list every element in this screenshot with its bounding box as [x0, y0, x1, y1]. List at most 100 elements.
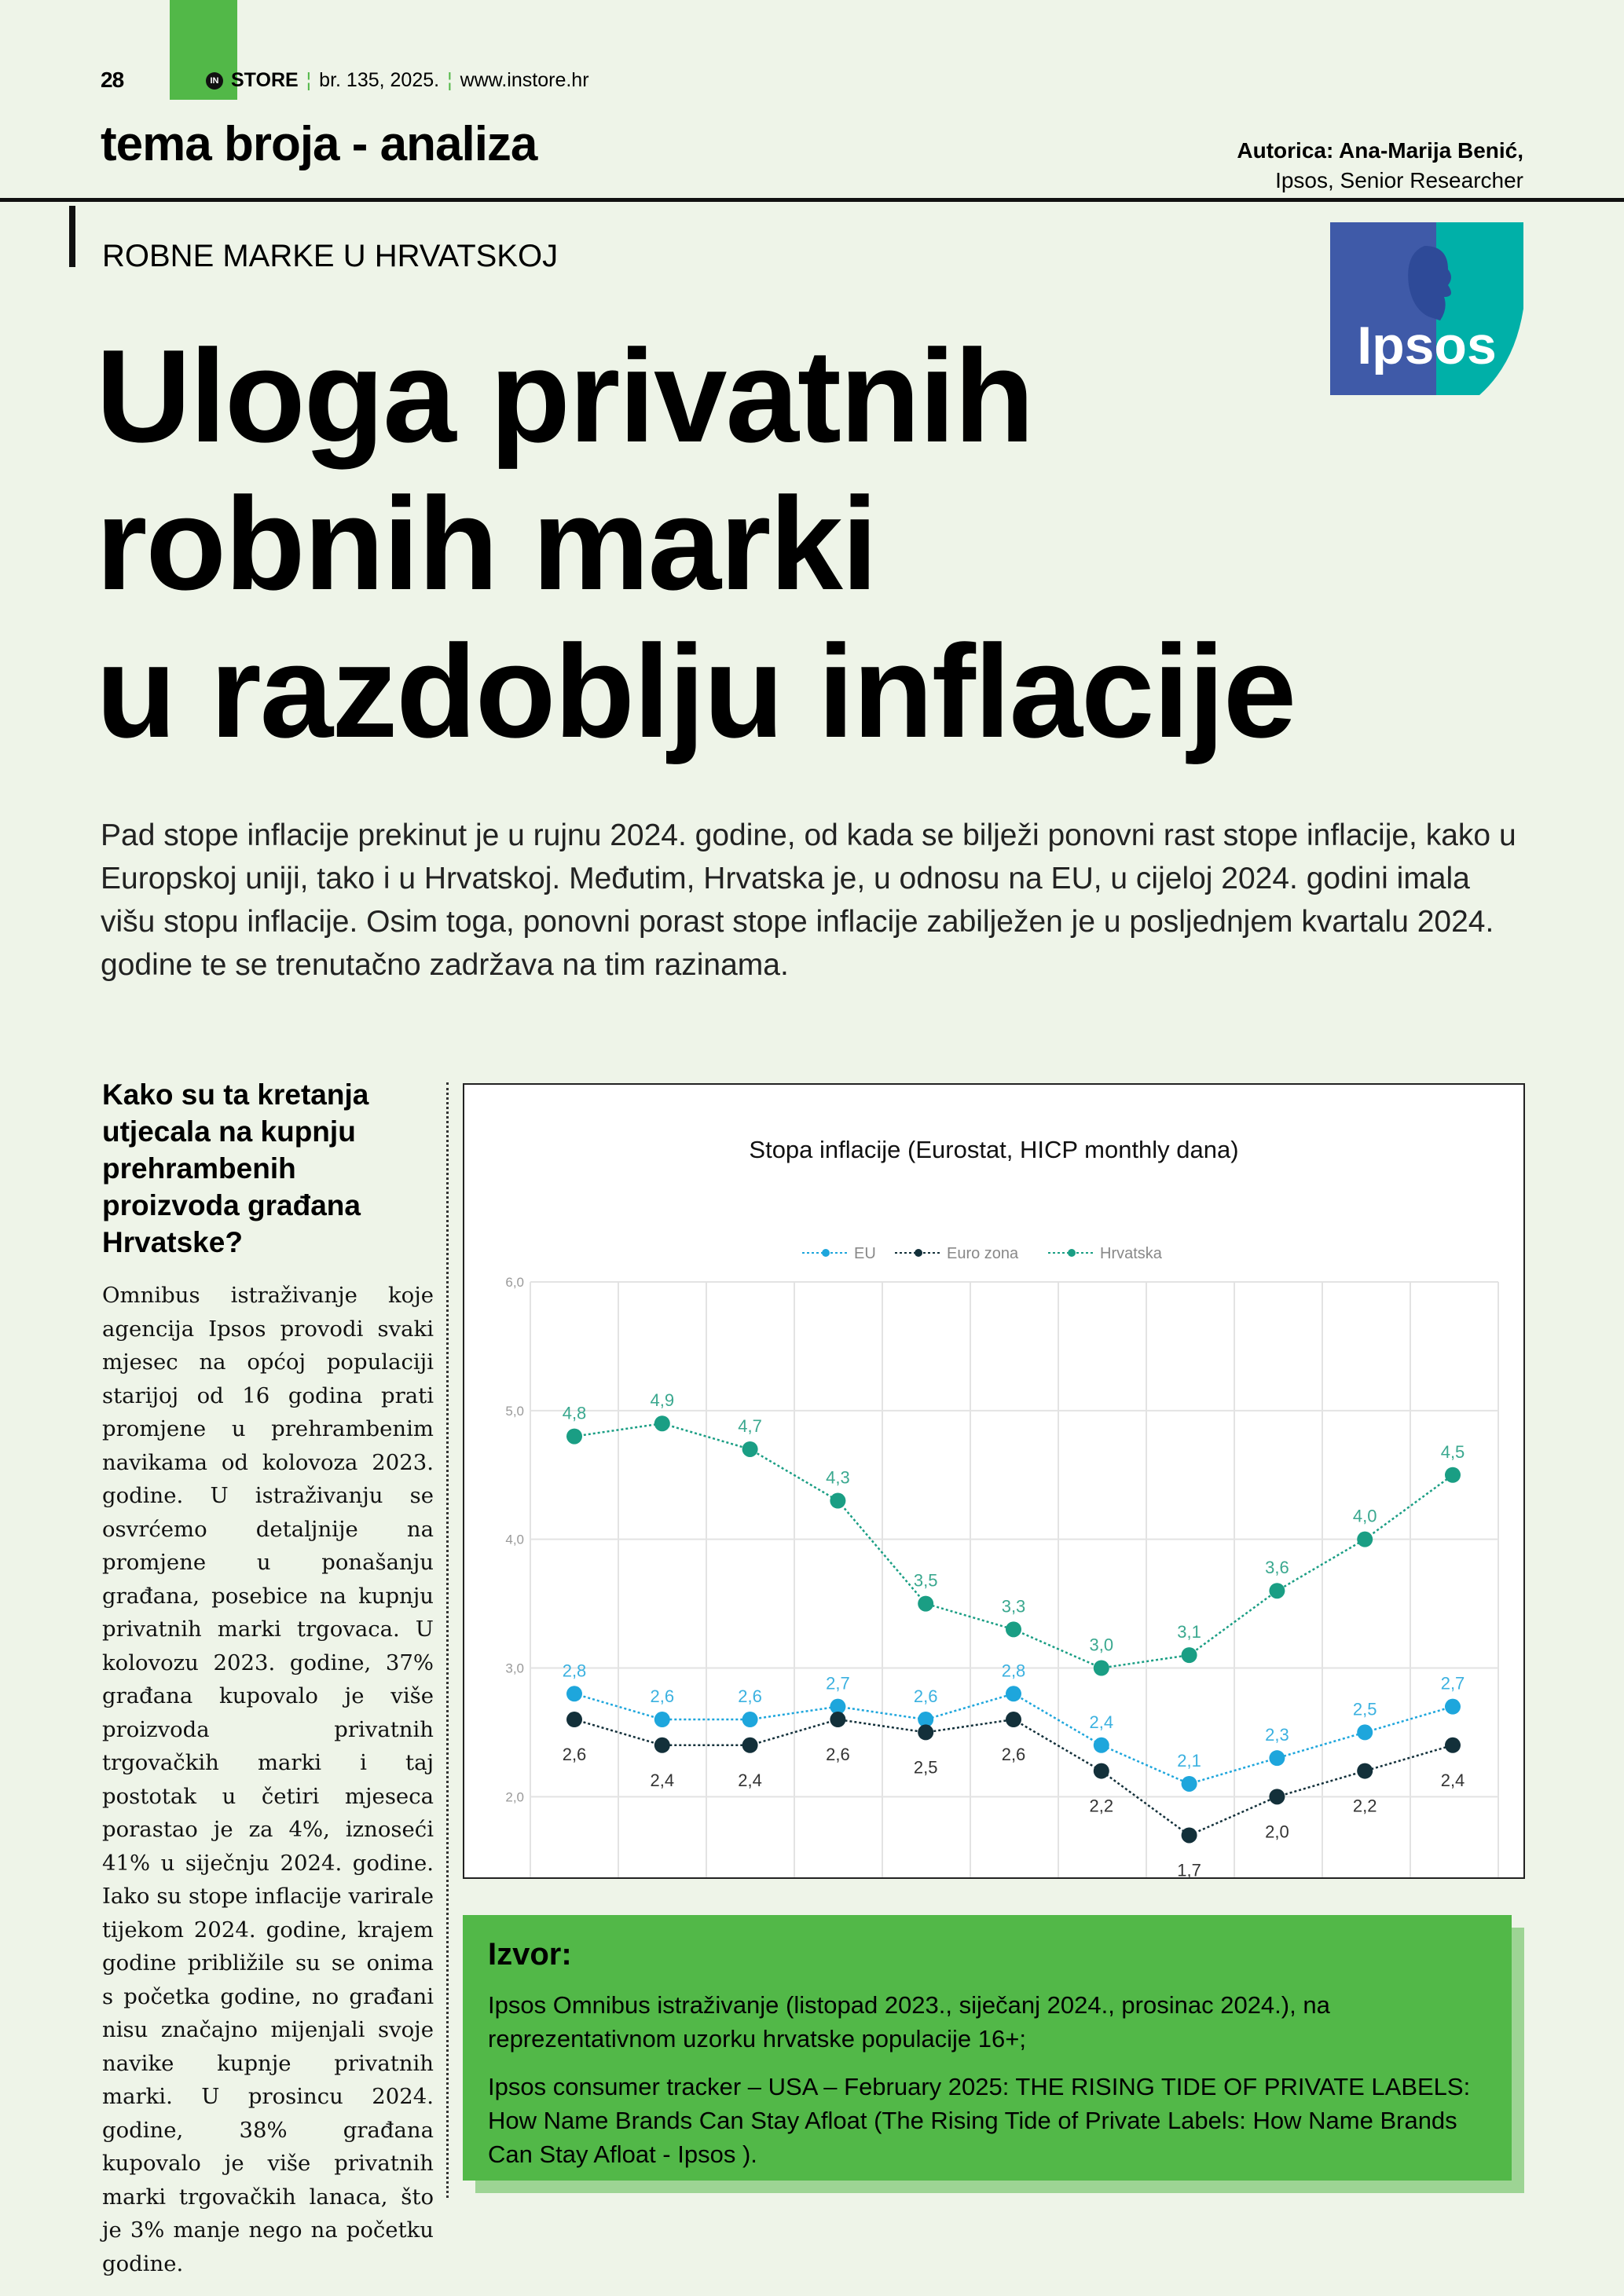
data-label: 3,3: [1002, 1596, 1026, 1616]
data-label: 2,7: [826, 1674, 850, 1694]
data-point: [1445, 1467, 1461, 1483]
author-role: Ipsos, Senior Researcher: [1275, 168, 1523, 192]
section-title: tema broja - analiza: [101, 117, 537, 171]
data-point: [1093, 1737, 1109, 1753]
data-point: [1181, 1775, 1197, 1792]
data-label: 2,8: [563, 1661, 587, 1680]
data-label: 2,6: [651, 1686, 675, 1706]
data-label: 2,4: [651, 1771, 675, 1790]
data-point: [1181, 1647, 1197, 1664]
data-point: [830, 1698, 846, 1715]
data-point: [742, 1441, 758, 1457]
data-label: 2,2: [1353, 1796, 1377, 1816]
chart-title: Stopa inflacije (Eurostat, HICP monthly …: [749, 1136, 1238, 1163]
data-label: 4,7: [738, 1416, 762, 1436]
data-label: 3,5: [914, 1571, 938, 1591]
data-point: [742, 1712, 758, 1728]
data-point: [654, 1737, 670, 1753]
divider: ¦: [447, 69, 453, 91]
data-label: 2,4: [1090, 1712, 1114, 1732]
data-label: 2,0: [1265, 1822, 1289, 1841]
page-number: 28: [101, 68, 124, 92]
data-label: 2,7: [1441, 1674, 1465, 1694]
data-point: [918, 1724, 934, 1741]
data-point: [1269, 1750, 1285, 1767]
data-point: [918, 1712, 934, 1728]
divider: ¦: [306, 69, 312, 91]
article-title: Uloga privatnih robnih marki u razdoblju…: [96, 322, 1296, 765]
data-label: 4,5: [1441, 1442, 1465, 1462]
data-label: 3,1: [1177, 1622, 1201, 1642]
header-rule: [0, 198, 1624, 202]
data-point: [1006, 1686, 1021, 1702]
data-label: 2,6: [1002, 1745, 1026, 1764]
y-tick-label: 2,0: [505, 1789, 524, 1804]
issue-number: br. 135, 2025.: [319, 69, 440, 91]
inflation-chart: Stopa inflacije (Eurostat, HICP monthly …: [463, 1083, 1525, 2096]
data-point: [742, 1737, 758, 1753]
data-label: 1,7: [1177, 1860, 1201, 1877]
source-box: Izvor: Ipsos Omnibus istraživanje (listo…: [463, 1915, 1512, 2181]
data-label: 4,3: [826, 1468, 850, 1488]
data-label: 3,6: [1265, 1558, 1289, 1577]
data-point: [1006, 1621, 1021, 1638]
author-block: Autorica: Ana-Marija Benić, Ipsos, Senio…: [1237, 138, 1523, 193]
data-label: 2,6: [738, 1686, 762, 1706]
data-label: 2,5: [1353, 1699, 1377, 1719]
data-label: 2,5: [914, 1757, 938, 1777]
source-item: Ipsos consumer tracker – USA – February …: [488, 2073, 1471, 2168]
profile-silhouette-icon: [1408, 246, 1451, 320]
legend-label: Euro zona: [947, 1245, 1019, 1262]
legend-label: Hrvatska: [1100, 1245, 1163, 1262]
data-point: [566, 1712, 582, 1728]
data-point: [1445, 1698, 1461, 1715]
masthead: IN STORE ¦ br. 135, 2025. ¦ www.instore.…: [206, 69, 589, 92]
brand-name: STORE: [231, 69, 299, 91]
data-label: 2,6: [914, 1686, 938, 1706]
data-label: 3,0: [1090, 1635, 1114, 1655]
data-point: [566, 1686, 582, 1702]
data-label: 2,3: [1265, 1725, 1289, 1745]
y-tick-label: 5,0: [505, 1404, 524, 1419]
data-point: [1006, 1712, 1021, 1728]
data-point: [1269, 1583, 1285, 1599]
y-tick-label: 3,0: [505, 1661, 524, 1676]
data-point: [830, 1712, 846, 1728]
data-point: [654, 1712, 670, 1728]
data-label: 2,6: [826, 1745, 850, 1764]
data-label: 2,1: [1177, 1751, 1201, 1771]
legend-marker: [1068, 1249, 1076, 1257]
source-item: Ipsos Omnibus istraživanje (listopad 202…: [488, 1991, 1330, 2052]
data-point: [1357, 1763, 1373, 1779]
column-divider: [446, 1082, 449, 2198]
y-tick-label: 6,0: [505, 1275, 524, 1290]
author-name: Autorica: Ana-Marija Benić,: [1237, 138, 1523, 163]
data-label: 2,6: [563, 1745, 587, 1764]
body-text: Omnibus istraživanje koje agencija Ipsos…: [102, 1283, 434, 2276]
data-point: [1181, 1827, 1197, 1844]
legend-label: EU: [854, 1245, 876, 1262]
kicker: ROBNE MARKE U HRVATSKOJ: [102, 239, 559, 273]
series-line-hrvatska: [574, 1422, 1454, 1669]
website-link[interactable]: www.instore.hr: [460, 69, 589, 91]
data-point: [1357, 1531, 1373, 1547]
legend-marker: [822, 1249, 830, 1257]
y-tick-label: 4,0: [505, 1532, 524, 1547]
data-label: 2,4: [1441, 1771, 1465, 1790]
lead-paragraph: Pad stope inflacije prekinut je u rujnu …: [101, 818, 1516, 982]
data-point: [1093, 1660, 1109, 1676]
data-point: [654, 1415, 670, 1432]
title-line: Uloga privatnih: [96, 322, 1035, 470]
subheading: Kako su ta kretanja utjecala na kupnju p…: [102, 1078, 369, 1258]
data-label: 2,4: [738, 1771, 762, 1790]
data-label: 2,2: [1090, 1796, 1114, 1816]
data-point: [1357, 1724, 1373, 1741]
data-point: [1269, 1789, 1285, 1805]
title-line: robnih marki: [96, 470, 878, 617]
title-line: u razdoblju inflacije: [96, 617, 1296, 765]
ipsos-logo: Ipsos: [1330, 222, 1523, 395]
source-heading: Izvor:: [488, 1937, 572, 1972]
data-label: 4,0: [1353, 1507, 1377, 1526]
data-point: [1445, 1737, 1461, 1753]
kicker-bar: [69, 206, 75, 267]
